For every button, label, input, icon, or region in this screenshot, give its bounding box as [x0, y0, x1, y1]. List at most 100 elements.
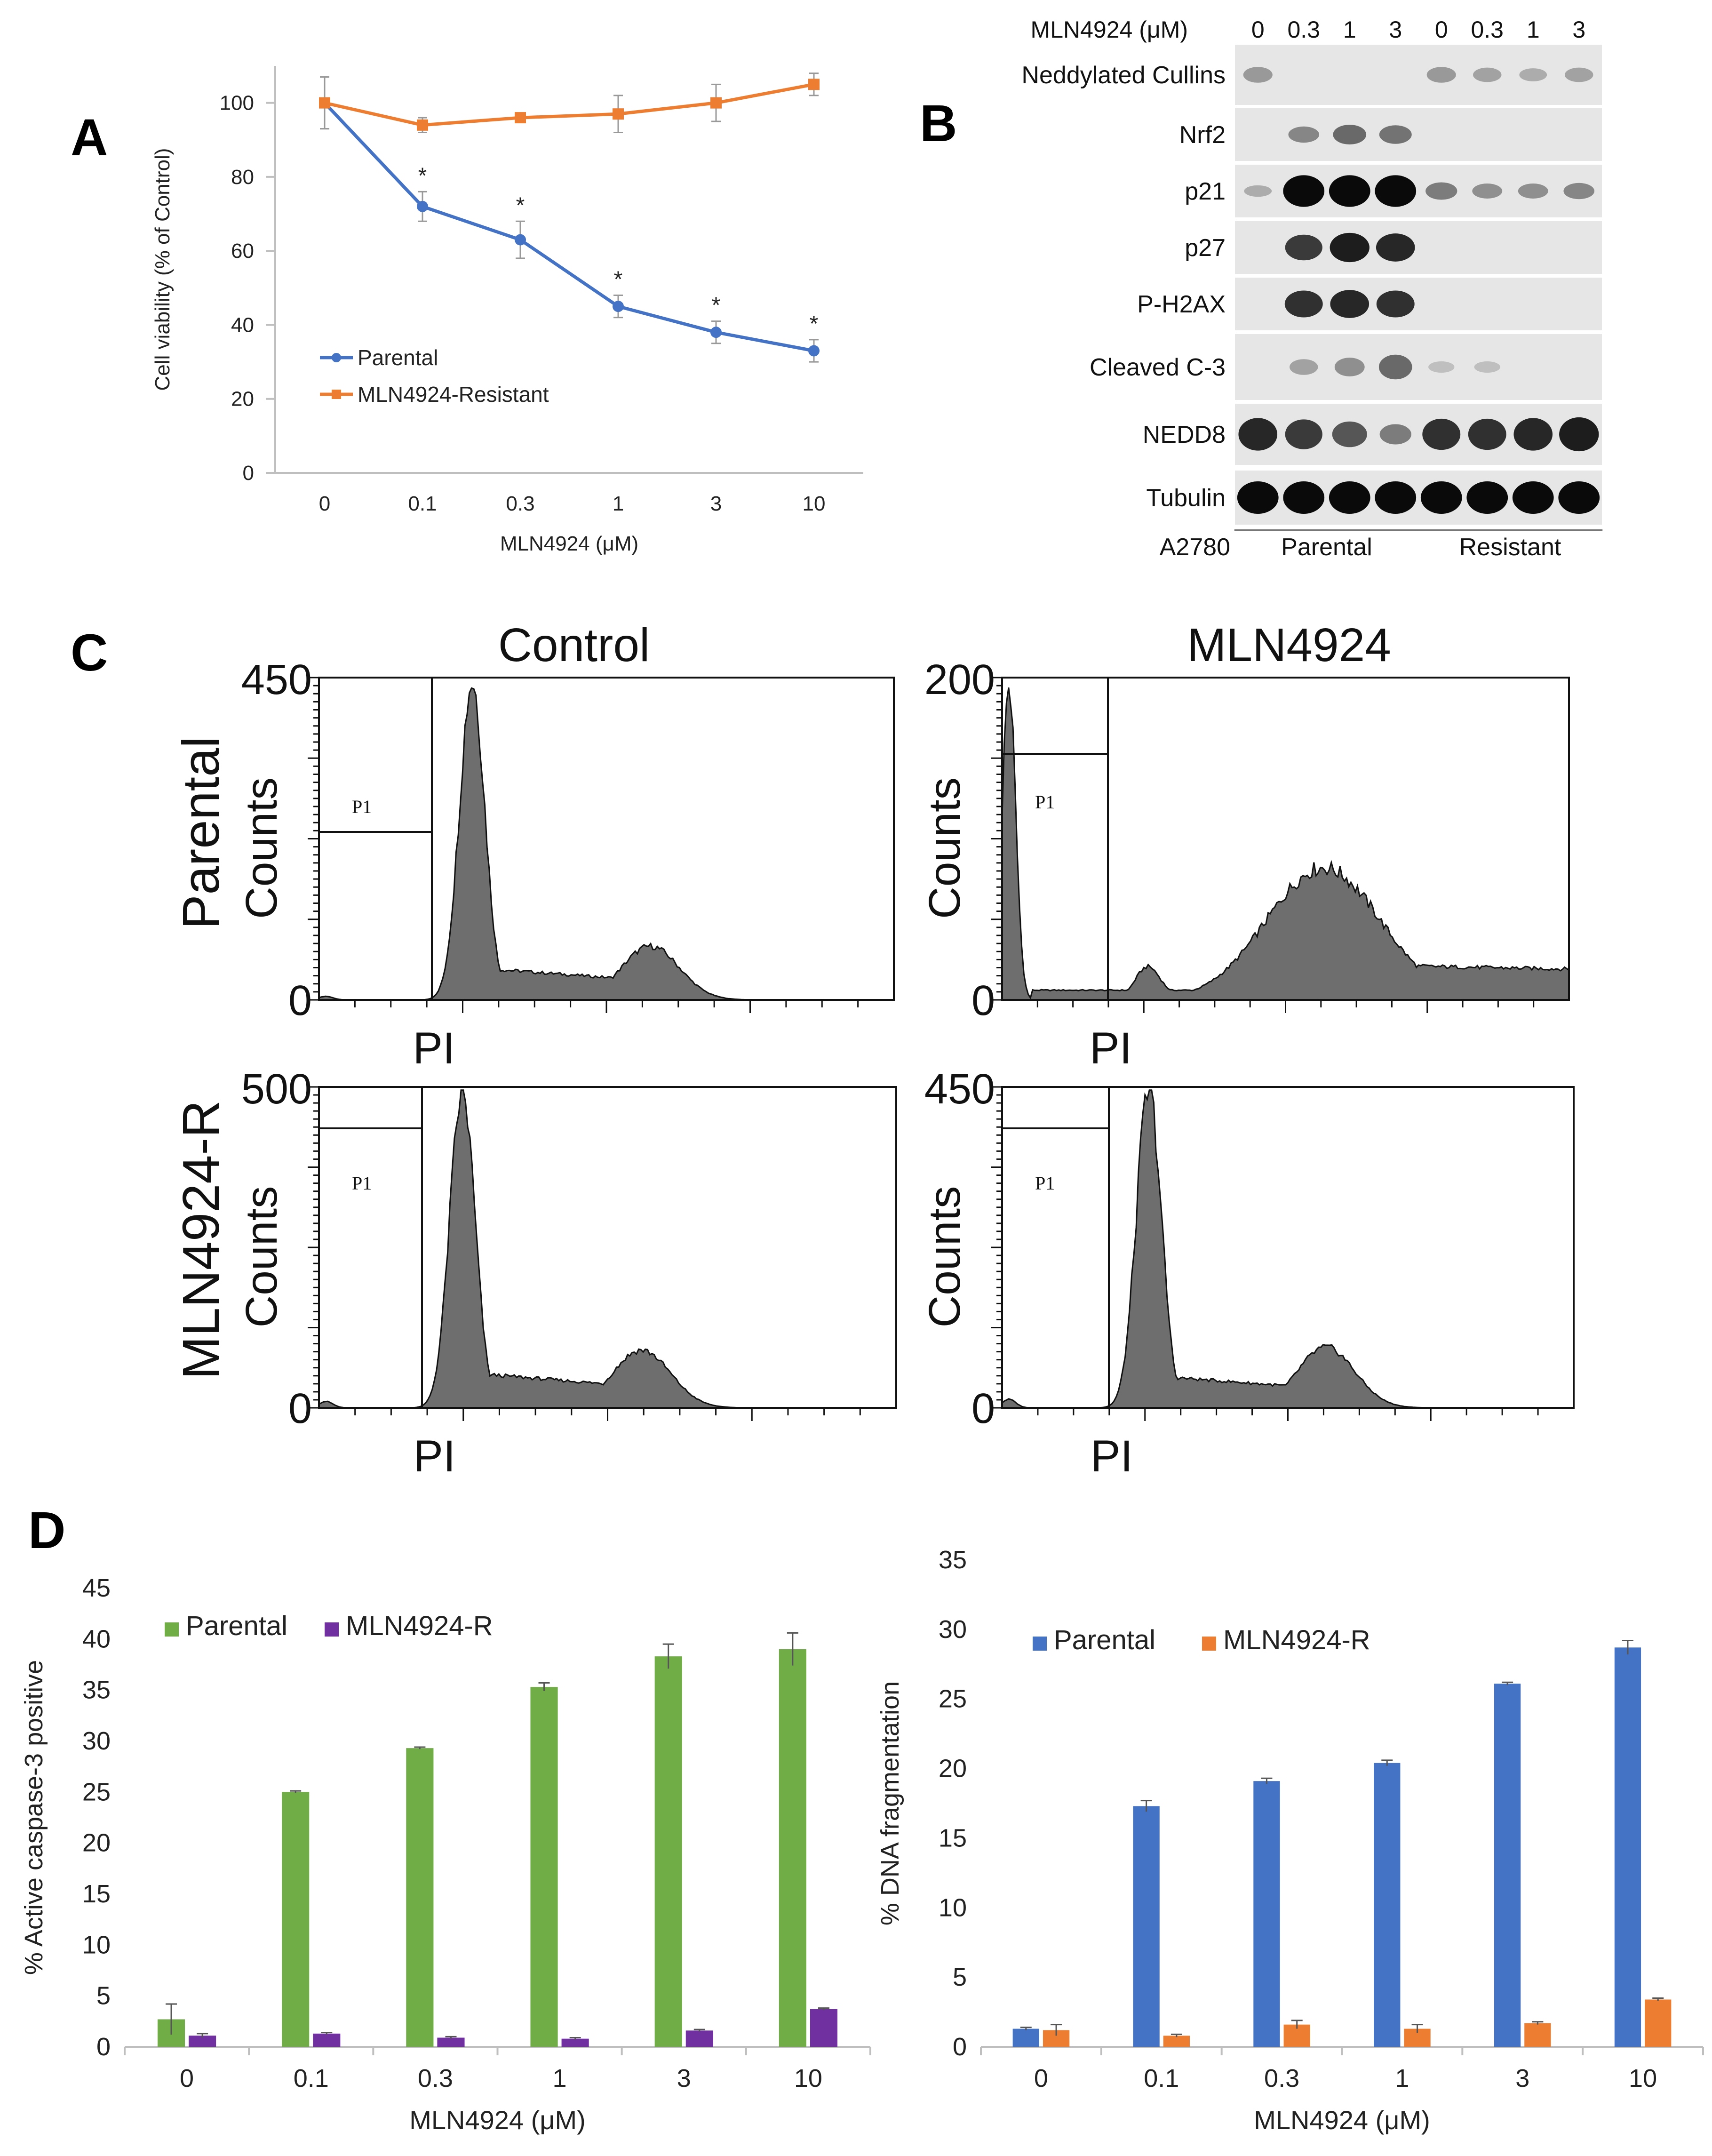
x-tick-label: 1: [553, 2064, 567, 2092]
y-tick-label: 40: [231, 313, 254, 336]
blot-band: [1283, 481, 1325, 514]
blot-row-label: p21: [1185, 178, 1226, 205]
y-tick-label: 20: [82, 1829, 111, 1857]
bar-resistant: [1645, 1999, 1672, 2047]
y-tick-label: 5: [96, 1982, 111, 2010]
blot-band: [1330, 232, 1370, 263]
significance-star: *: [810, 311, 819, 336]
x-tick-label: 0.1: [1144, 2064, 1179, 2092]
x-axis-label: MLN4924 (μM): [409, 2105, 586, 2135]
bar-resistant: [437, 2037, 465, 2047]
blot-band: [1512, 481, 1554, 514]
bar-resistant: [1524, 2023, 1551, 2047]
legend-swatch-resistant: [1202, 1637, 1216, 1651]
plot-frame: [318, 677, 895, 1001]
blot-row-label: Tubulin: [1146, 485, 1226, 512]
x-tick-label: 0: [319, 492, 330, 515]
legend-label: Parental: [1054, 1625, 1155, 1655]
gate-label: P1: [1035, 1173, 1055, 1194]
significance-star: *: [614, 267, 623, 292]
x-tick-label: 0: [1034, 2064, 1048, 2092]
blot-band: [1376, 233, 1415, 262]
legend-swatch-parental: [165, 1622, 179, 1637]
y-tick-label: 10: [939, 1893, 967, 1922]
dose-label: 1: [1527, 16, 1540, 43]
bar-parental: [282, 1792, 310, 2047]
histogram-area: [1001, 1089, 1574, 1409]
series-line-parental: [323, 102, 814, 352]
y-tick-label: 100: [220, 92, 254, 115]
y-tick-label: 0: [243, 462, 254, 485]
bar-parental: [1614, 1647, 1641, 2047]
y-tick-label: 35: [939, 1546, 967, 1574]
dose-label: 0.3: [1287, 16, 1320, 43]
data-point-resistant: [710, 97, 722, 109]
y-tick-label: 30: [939, 1615, 967, 1644]
bar-resistant: [810, 2009, 838, 2047]
blot-band: [1237, 481, 1279, 514]
bar-parental: [1012, 2028, 1039, 2047]
bar-resistant: [561, 2038, 589, 2047]
significance-star: *: [418, 163, 427, 188]
data-point-resistant: [319, 97, 330, 109]
y-axis-label: Counts: [920, 777, 970, 919]
blot-band: [1334, 358, 1365, 376]
x-axis-label: MLN4924 (μM): [500, 532, 638, 555]
blot-band: [1420, 481, 1462, 514]
histogram-area: [1001, 687, 1570, 1001]
bar-parental: [654, 1656, 682, 2047]
bar-parental: [779, 1649, 806, 2047]
blot-band: [1238, 418, 1278, 451]
x-tick-label: 3: [677, 2064, 691, 2092]
bar-resistant: [189, 2036, 216, 2047]
y-tick-label: 0: [953, 2033, 967, 2061]
legend-label: MLN4924-Resistant: [358, 382, 549, 407]
panel-label-d: D: [28, 1501, 65, 1559]
dose-label: 0: [1435, 16, 1448, 43]
histogram-area: [318, 687, 894, 1001]
blot-band: [1376, 290, 1415, 318]
x-axis-label: MLN4924 (μM): [1254, 2105, 1430, 2135]
x-tick-label: 0.3: [418, 2064, 453, 2092]
bar-parental: [1374, 1763, 1401, 2047]
data-point-resistant: [613, 108, 624, 120]
blot-band: [1473, 67, 1502, 82]
blot-row-label: p27: [1185, 234, 1226, 262]
blot-band: [1375, 175, 1417, 207]
y-tick-label: 5: [953, 1963, 967, 1991]
cell-line-label: A2780: [1160, 534, 1230, 561]
blot-band: [1513, 418, 1553, 451]
blot-row-label: NEDD8: [1143, 421, 1226, 448]
data-point-parental: [710, 327, 722, 338]
blot-band: [1288, 126, 1320, 143]
y-max-label: 500: [241, 1066, 312, 1113]
blot-band: [1285, 419, 1322, 449]
dose-label: 3: [1389, 16, 1402, 43]
histogram-area: [318, 1089, 896, 1409]
x-tick-label: 1: [1395, 2064, 1409, 2092]
series-line-resistant: [324, 82, 814, 127]
blot-band: [1559, 417, 1599, 452]
significance-star: *: [516, 193, 525, 218]
gate-label: P1: [352, 796, 372, 817]
y-tick-label: 10: [82, 1931, 111, 1959]
dose-label: 1: [1343, 16, 1356, 43]
x-tick-label: 10: [1629, 2064, 1657, 2092]
y-max-label: 450: [924, 1066, 995, 1113]
column-title-mln4924: MLN4924: [1187, 619, 1391, 671]
blot-band: [1519, 68, 1547, 81]
blot-band: [1330, 290, 1370, 318]
blot-band: [1466, 481, 1508, 514]
y-tick-label: 15: [939, 1824, 967, 1852]
panel-d-caspase-bar-chart: 0 5 10 15 20 25 30 35 40 45 0 0.1 0.3 1 3 10 MLN4924 (μM…: [20, 1574, 871, 2135]
x-axis-label: PI: [1091, 1431, 1133, 1481]
y-tick-label: 20: [231, 388, 254, 411]
group-label-parental: Parental: [1281, 534, 1372, 561]
blot-band: [1290, 359, 1318, 375]
blot-band: [1426, 67, 1456, 83]
y-tick-label: 25: [939, 1685, 967, 1713]
data-point-parental: [808, 345, 820, 357]
y-tick-label: 30: [82, 1727, 111, 1755]
blot-band: [1563, 183, 1595, 200]
